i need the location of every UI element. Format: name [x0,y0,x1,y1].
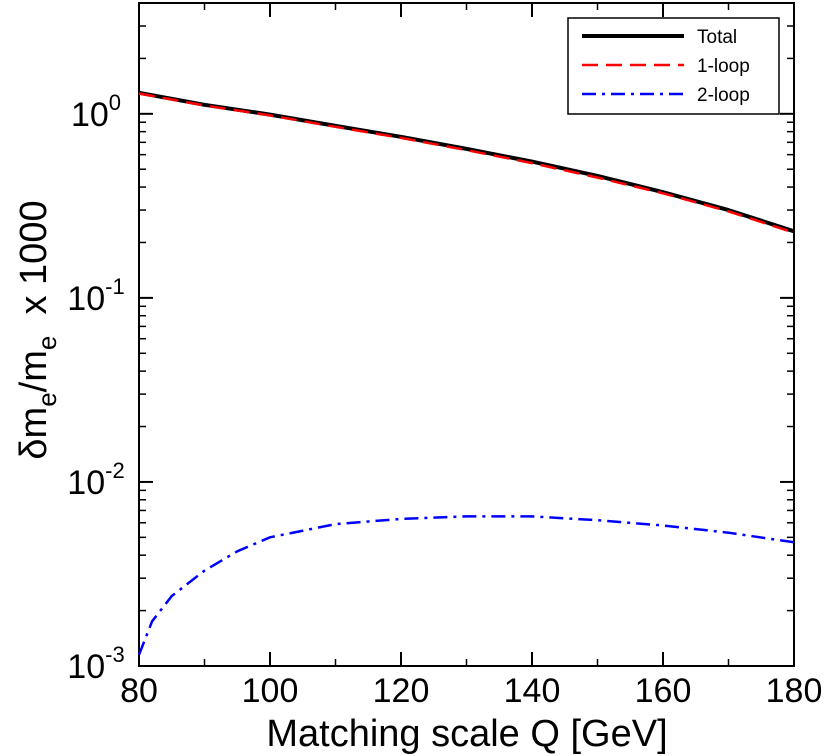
x-tick-label: 160 [635,672,692,710]
y-axis-title-sub2: e [32,336,62,350]
y-axis-title: δme/me x 1000 [13,200,62,459]
axis-ticks [138,3,795,667]
y-axis-title-mid: /m [13,350,55,392]
x-tick-label: 100 [242,672,299,710]
y-axis-title-prefix: δm [13,407,55,460]
x-tick-label: 140 [504,672,561,710]
legend: Total 1-loop 2-loop [567,17,780,115]
y-tick-label: 10-1 [67,274,124,318]
legend-label: Total [697,27,737,48]
y-axis-title-sub1: e [32,392,62,406]
x-tick-label: 80 [120,672,158,710]
tick-labels: 80 100 120 140 160 180 100 10-1 10-2 10-3 [67,90,822,710]
y-tick-label: 10-2 [67,458,124,502]
series-layer [137,90,795,656]
x-tick-label: 120 [373,672,430,710]
series-line-1-loop [138,92,795,234]
y-tick-label: 10-3 [67,642,124,686]
y-axis-title-suffix: x 1000 [13,200,55,335]
legend-label: 2-loop [697,85,750,106]
legend-label: 1-loop [697,56,750,77]
x-tick-label: 180 [766,672,823,710]
y-tick-label: 100 [71,90,121,134]
series-line-2-loop [137,515,795,656]
x-axis-title: Matching scale Q [GeV] [266,713,667,755]
